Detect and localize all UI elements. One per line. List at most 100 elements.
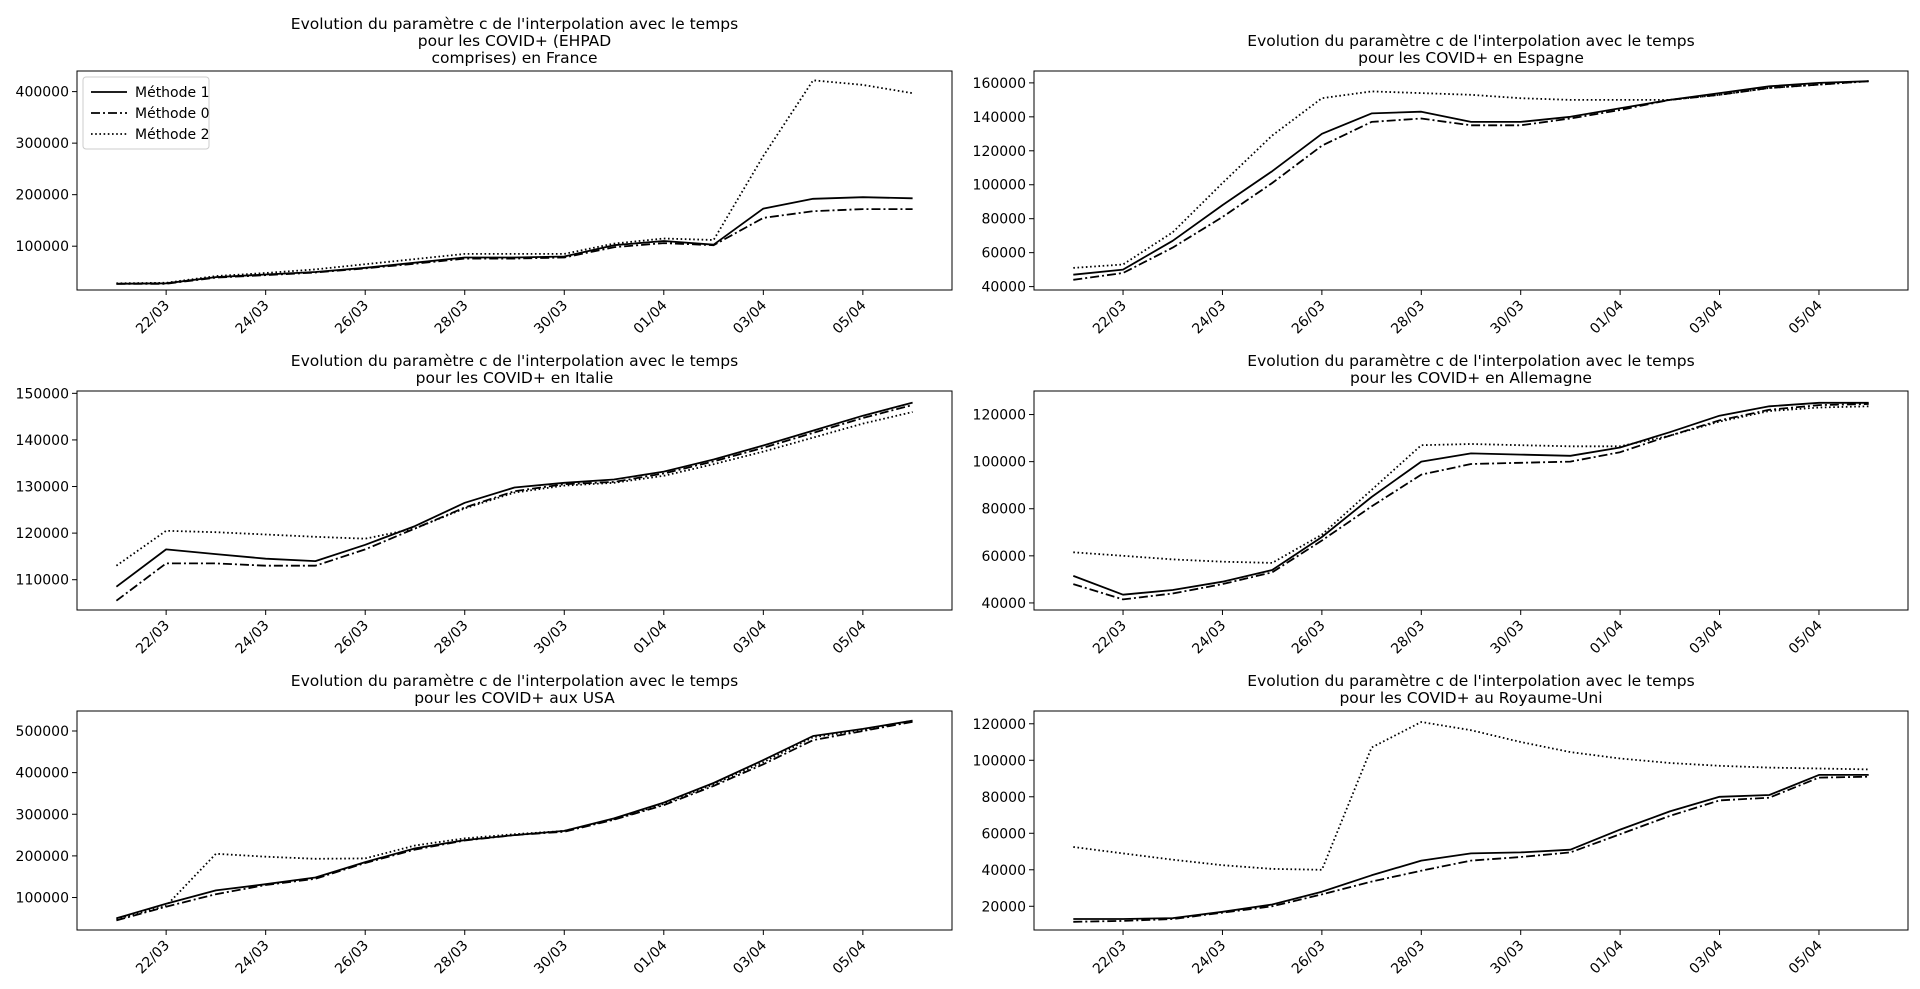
- x-tick-label: 26/03: [1289, 298, 1329, 338]
- x-tick-label: 26/03: [332, 618, 372, 658]
- x-tick-label: 22/03: [133, 938, 173, 978]
- x-tick-label: 28/03: [1388, 618, 1428, 658]
- plot-frame: [1033, 710, 1909, 931]
- y-tick-label: 100000: [973, 455, 1026, 471]
- plot-frame: [1033, 390, 1909, 611]
- chart-title-line: Evolution du paramètre c de l'interpolat…: [291, 15, 738, 33]
- legend-label: Méthode 1: [135, 85, 209, 101]
- y-tick-label: 40000: [981, 596, 1026, 612]
- series-line-dotted: [115, 411, 913, 567]
- x-tick-label: 26/03: [1289, 938, 1329, 978]
- chart-title-line: pour les COVID+ aux USA: [414, 689, 615, 707]
- series-line-dotted: [116, 719, 913, 921]
- series-line-dashdot: [116, 720, 913, 922]
- x-tick-label: 01/04: [1587, 617, 1627, 657]
- chart-2: Evolution du paramètre c de l'interpolat…: [973, 32, 1909, 338]
- chart-4: Evolution du paramètre c de l'interpolat…: [973, 352, 1909, 658]
- x-tick-label: 05/04: [1786, 937, 1826, 977]
- x-tick-label: 22/03: [133, 298, 173, 338]
- x-tick-label: 22/03: [1090, 938, 1130, 978]
- x-tick-label: 30/03: [1488, 618, 1528, 658]
- x-tick-label: 22/03: [133, 618, 173, 658]
- x-tick-label: 03/04: [1687, 297, 1727, 337]
- y-tick-label: 120000: [973, 408, 1026, 424]
- x-tick-label: 26/03: [332, 938, 372, 978]
- chart-3: Evolution du paramètre c de l'interpolat…: [16, 352, 953, 658]
- x-tick-label: 05/04: [830, 297, 870, 337]
- chart-1: Evolution du paramètre c de l'interpolat…: [16, 15, 953, 338]
- series-line-dotted: [1073, 721, 1869, 871]
- plot-frame: [76, 390, 953, 611]
- series-line-dashdot: [1073, 80, 1869, 281]
- series-line-solid: [115, 401, 913, 588]
- series-line-solid: [1073, 80, 1869, 276]
- series-line-dotted: [1073, 80, 1869, 269]
- series-line-dotted: [1073, 405, 1869, 564]
- x-tick-label: 03/04: [1687, 617, 1727, 657]
- plot-frame: [1033, 70, 1909, 291]
- y-tick-label: 20000: [981, 899, 1026, 915]
- series-line-solid: [1073, 774, 1869, 920]
- chart-6: Evolution du paramètre c de l'interpolat…: [973, 672, 1909, 978]
- x-tick-label: 28/03: [1388, 938, 1428, 978]
- y-tick-label: 120000: [973, 717, 1026, 733]
- x-tick-label: 28/03: [1388, 298, 1428, 338]
- x-tick-label: 24/03: [233, 938, 273, 978]
- x-tick-label: 05/04: [830, 617, 870, 657]
- y-tick-label: 130000: [16, 480, 69, 496]
- x-tick-label: 24/03: [1189, 938, 1229, 978]
- chart-5: Evolution du paramètre c de l'interpolat…: [16, 672, 953, 978]
- y-tick-label: 40000: [981, 863, 1026, 879]
- x-tick-label: 03/04: [730, 617, 770, 657]
- chart-title-line: pour les COVID+ au Royaume-Uni: [1339, 689, 1602, 707]
- legend: Méthode 1 Méthode 0 Méthode 2: [82, 76, 210, 150]
- x-tick-label: 22/03: [1090, 618, 1130, 658]
- y-tick-label: 40000: [981, 280, 1026, 296]
- y-tick-label: 400000: [16, 766, 69, 782]
- y-tick-label: 140000: [973, 110, 1026, 126]
- x-tick-label: 30/03: [1488, 938, 1528, 978]
- y-tick-label: 120000: [973, 144, 1026, 160]
- x-tick-label: 01/04: [631, 297, 671, 337]
- y-tick-label: 80000: [981, 502, 1026, 518]
- y-tick-label: 200000: [16, 188, 69, 204]
- series-line-dotted: [116, 79, 913, 285]
- series-line-dashdot: [1073, 775, 1869, 923]
- x-tick-label: 03/04: [730, 937, 770, 977]
- y-tick-label: 80000: [981, 212, 1026, 228]
- x-tick-label: 22/03: [1090, 298, 1130, 338]
- y-tick-label: 60000: [981, 246, 1026, 262]
- x-tick-label: 01/04: [1587, 297, 1627, 337]
- x-tick-label: 24/03: [233, 618, 273, 658]
- x-tick-label: 24/03: [233, 298, 273, 338]
- legend-label: Méthode 2: [135, 127, 209, 143]
- chart-title-line: pour les COVID+ en Italie: [416, 369, 614, 387]
- x-tick-label: 01/04: [631, 617, 671, 657]
- legend-box: [82, 76, 210, 150]
- x-tick-label: 28/03: [432, 618, 472, 658]
- chart-title-line: Evolution du paramètre c de l'interpolat…: [291, 352, 738, 370]
- chart-title-line: pour les COVID+ en Espagne: [1358, 49, 1584, 67]
- y-tick-label: 140000: [16, 433, 69, 449]
- x-tick-label: 01/04: [1587, 937, 1627, 977]
- plot-frame: [76, 70, 953, 291]
- x-tick-label: 03/04: [1687, 937, 1727, 977]
- chart-title-line: Evolution du paramètre c de l'interpolat…: [1247, 672, 1694, 690]
- y-tick-label: 150000: [16, 386, 69, 402]
- x-tick-label: 30/03: [1488, 298, 1528, 338]
- series-line-dashdot: [116, 208, 913, 285]
- series-line-dashdot: [115, 404, 913, 602]
- chart-title-line: Evolution du paramètre c de l'interpolat…: [1247, 352, 1694, 370]
- x-tick-label: 24/03: [1189, 618, 1229, 658]
- plot-frame: [76, 710, 953, 931]
- x-tick-label: 01/04: [631, 937, 671, 977]
- y-tick-label: 300000: [16, 136, 69, 152]
- y-tick-label: 120000: [16, 526, 69, 542]
- y-tick-label: 100000: [973, 178, 1026, 194]
- x-tick-label: 05/04: [1786, 617, 1826, 657]
- y-tick-label: 160000: [973, 76, 1026, 92]
- x-tick-label: 24/03: [1189, 298, 1229, 338]
- y-tick-label: 100000: [16, 891, 69, 907]
- chart-title-line: Evolution du paramètre c de l'interpolat…: [291, 672, 738, 690]
- x-tick-label: 26/03: [1289, 618, 1329, 658]
